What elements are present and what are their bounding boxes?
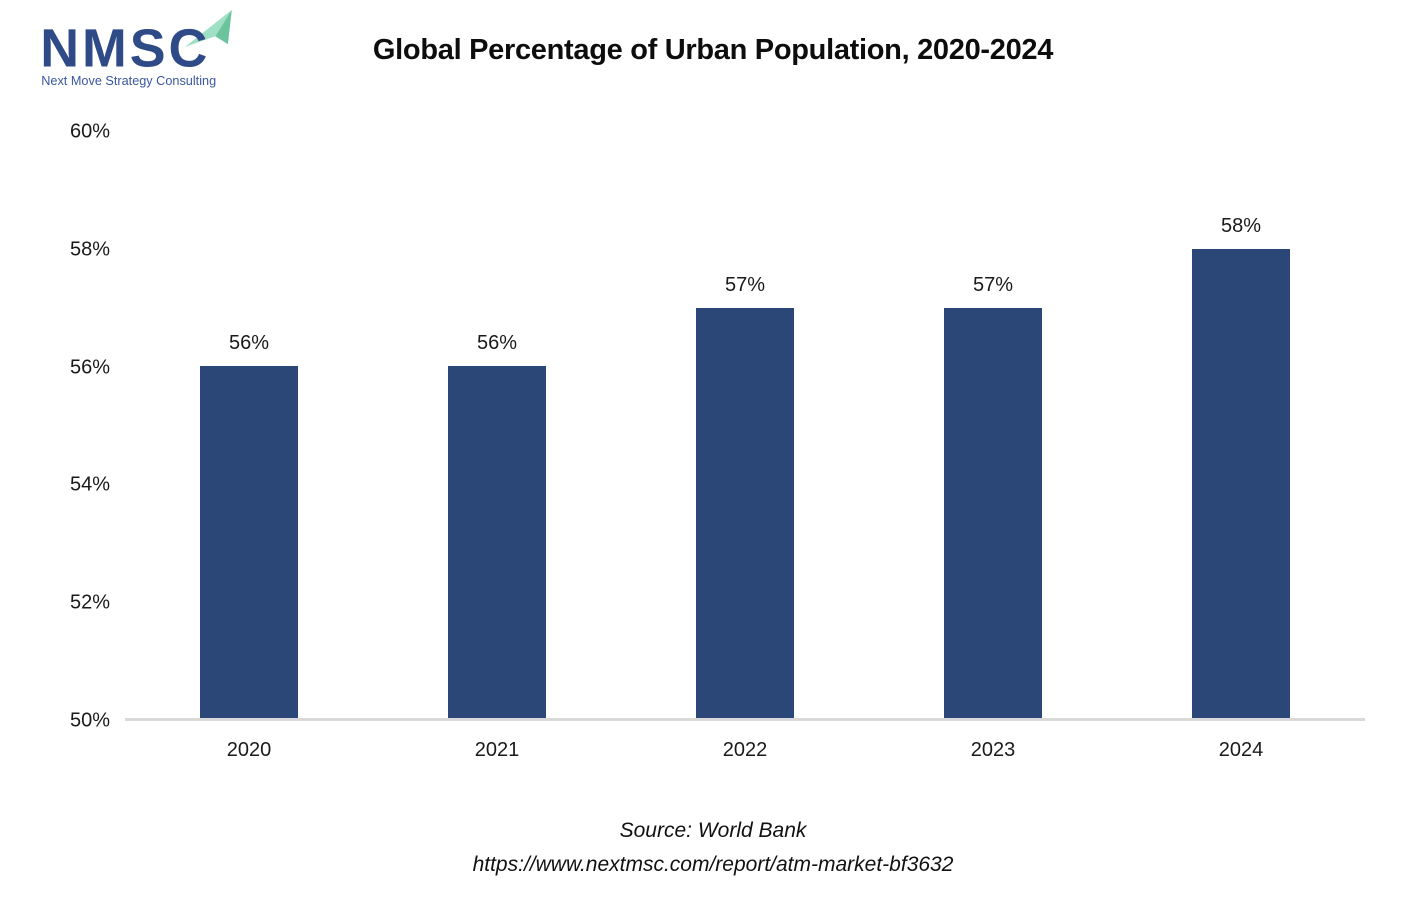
y-axis-tick-label: 60% [69,120,110,143]
y-axis-tick-label: 52% [69,591,110,614]
bar-group: 56% [373,132,621,718]
logo-tagline: Next Move Strategy Consulting [41,74,216,88]
y-axis: 50% 52% 54% 56% 58% 60% [40,121,110,732]
bar [696,307,794,718]
x-axis-label: 2022 [722,739,768,761]
bar-group: 58% [1117,132,1365,718]
plot-area: 56% 56% 57% 57% 58% [125,132,1365,721]
bar [200,366,298,718]
bar-value-label: 57% [724,273,766,296]
y-axis-tick-label: 50% [69,709,110,732]
y-axis-tick-label: 54% [69,473,110,496]
x-axis: 2020 2021 2022 2023 2024 [125,739,1365,762]
bar [944,307,1042,718]
bar-group: 56% [125,132,373,718]
nmsc-logo: NMSC Next Move Strategy Consulting [40,9,232,88]
bar [448,366,546,718]
y-axis-tick-label: 56% [69,356,110,379]
logo-acronym: NMSC [40,19,210,79]
y-axis-tick-label: 58% [69,238,110,261]
x-axis-label: 2023 [970,739,1016,761]
source-url: https://www.nextmsc.com/report/atm-marke… [472,853,954,876]
bar-group: 57% [869,132,1117,718]
bar-group: 57% [621,132,869,718]
x-axis-label: 2024 [1218,739,1264,761]
bar-value-label: 57% [972,273,1014,296]
bar-value-label: 58% [1220,215,1262,238]
source-block: Source: World Bank https://www.nextmsc.c… [0,814,1426,882]
bar [1192,249,1290,718]
bar-value-label: 56% [476,332,518,355]
chart-title: Global Percentage of Urban Population, 2… [372,34,1054,66]
bar-value-label: 56% [228,332,270,355]
x-axis-label: 2020 [226,739,272,761]
x-axis-label: 2021 [474,739,520,761]
source-line: Source: World Bank [619,819,807,842]
